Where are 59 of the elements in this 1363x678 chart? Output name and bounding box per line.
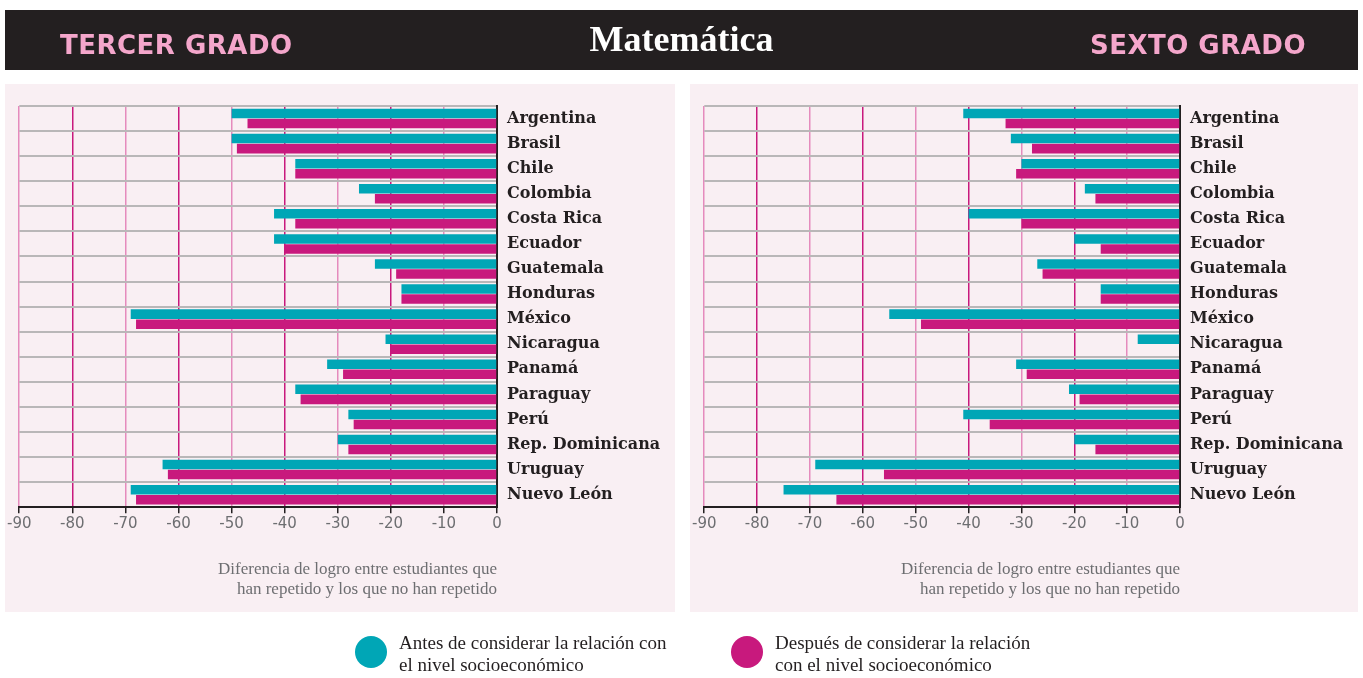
chart-title: SEXTO GRADO <box>1089 30 1306 60</box>
x-tick-label: -90 <box>692 514 717 533</box>
x-tick-label: -80 <box>744 514 770 533</box>
x-axis-title: Diferencia de logro entre estudiantes que han repetido y los que no han repetido <box>218 558 497 599</box>
y-tick-label: Panamá <box>1190 358 1262 378</box>
x-tick-label: -40 <box>272 514 297 533</box>
y-tick-label: Chile <box>1190 157 1237 177</box>
y-tick-label: Nuevo León <box>1190 483 1297 503</box>
y-tick-label: Guatemala <box>1190 258 1287 278</box>
x-tick-label: 0 <box>1175 514 1185 533</box>
y-tick-label: Perú <box>1190 408 1233 428</box>
x-tick-label: -10 <box>1114 514 1140 533</box>
y-tick-label: Uruguay <box>1190 458 1268 478</box>
y-tick-label: Rep. Dominicana <box>507 433 661 453</box>
legend-label: Antes de considerar la relación con el nivel socioeconómico <box>399 632 668 676</box>
x-tick-label: -90 <box>7 514 32 533</box>
y-tick-label: Costa Rica <box>1190 207 1286 227</box>
y-tick-label: Paraguay <box>1190 383 1274 403</box>
x-tick-label: -80 <box>60 514 85 533</box>
x-tick-label: -20 <box>378 514 404 533</box>
x-tick-label: -50 <box>903 514 928 533</box>
y-tick-label: Brasil <box>1190 132 1244 152</box>
y-tick-label: Nuevo León <box>507 483 614 503</box>
x-tick-label: -70 <box>797 514 823 533</box>
y-tick-label: México <box>1190 308 1255 328</box>
y-tick-label: Perú <box>507 408 550 428</box>
y-tick-label: Rep. Dominicana <box>1190 433 1344 453</box>
y-tick-label: Paraguay <box>507 383 591 403</box>
x-axis-title: Diferencia de logro entre estudiantes que han repetido y los que no han repetido <box>901 558 1180 599</box>
y-tick-label: Costa Rica <box>507 207 603 227</box>
y-tick-label: Colombia <box>1190 182 1275 202</box>
y-tick-label: Honduras <box>507 283 596 303</box>
y-tick-label: Ecuador <box>1190 233 1265 253</box>
y-tick-label: Guatemala <box>507 258 604 278</box>
y-tick-label: Argentina <box>506 107 597 127</box>
x-tick-label: -30 <box>1009 514 1034 533</box>
y-tick-label: Ecuador <box>507 233 582 253</box>
x-tick-label: -10 <box>431 514 457 533</box>
x-tick-label: -20 <box>1062 514 1087 533</box>
y-tick-label: Argentina <box>1189 107 1280 127</box>
y-tick-label: Brasil <box>507 132 561 152</box>
y-tick-label: Honduras <box>1190 283 1279 303</box>
x-tick-label: -60 <box>166 514 191 533</box>
chart-title: TERCER GRADO <box>60 30 293 60</box>
legend-label: Después de considerar la relación con el nivel socioeconómico <box>775 632 1032 676</box>
x-tick-label: -30 <box>325 514 350 533</box>
y-tick-label: Chile <box>507 157 554 177</box>
y-tick-label: México <box>507 308 572 328</box>
y-tick-label: Uruguay <box>507 458 585 478</box>
y-tick-label: Nicaragua <box>1190 333 1283 353</box>
x-tick-label: -50 <box>219 514 244 533</box>
x-tick-label: -70 <box>113 514 138 533</box>
y-tick-label: Nicaragua <box>507 333 600 353</box>
text: Matemática <box>589 19 774 59</box>
x-tick-label: -60 <box>850 514 876 533</box>
y-tick-label: Panamá <box>507 358 579 378</box>
x-tick-label: 0 <box>492 514 502 533</box>
x-tick-label: -40 <box>956 514 981 533</box>
y-tick-label: Colombia <box>507 182 592 202</box>
